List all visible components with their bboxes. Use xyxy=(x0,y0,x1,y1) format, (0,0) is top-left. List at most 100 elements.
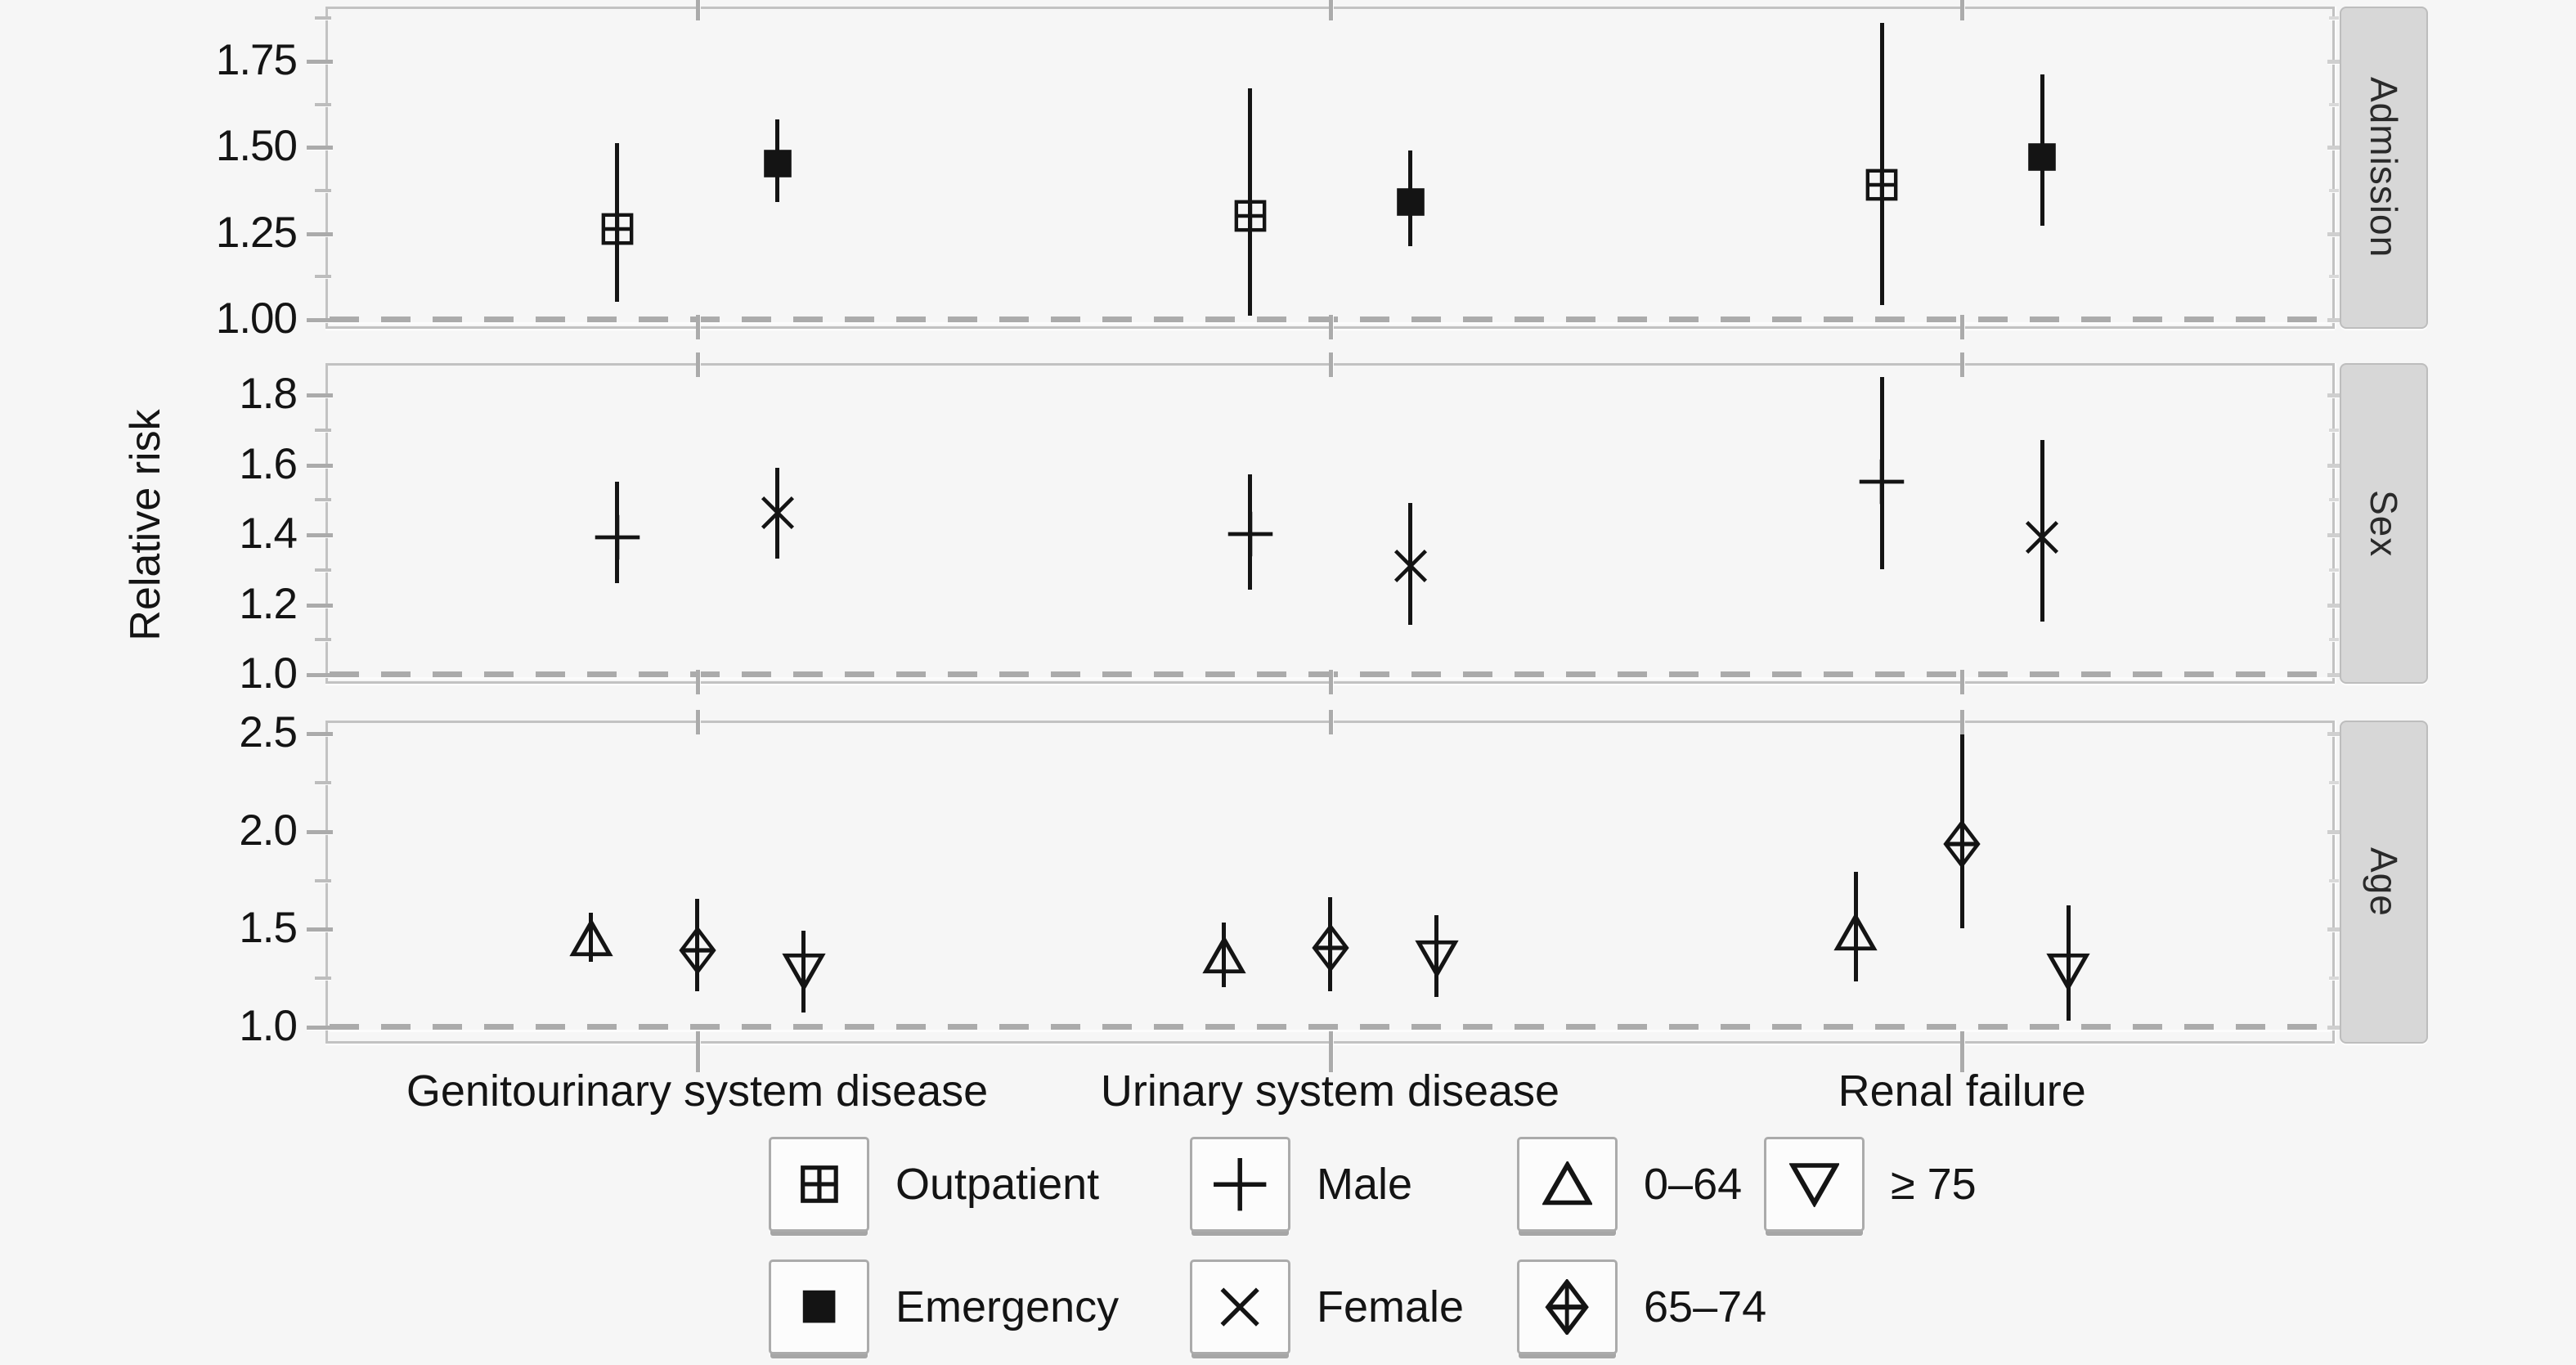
point-marker-cross xyxy=(759,494,797,532)
point-marker-square-plus xyxy=(1864,167,1900,203)
point-marker-cross xyxy=(2023,519,2061,556)
ci-whisker xyxy=(1853,871,1858,981)
point-marker-triangle-down xyxy=(2046,952,2090,992)
cross-icon xyxy=(1393,549,1427,582)
y-axis-minor-tick xyxy=(2329,16,2339,20)
y-axis-minor-tick xyxy=(2329,275,2339,279)
x-category-label: Renal failure xyxy=(1838,1066,2086,1116)
point-marker-square-filled xyxy=(1394,186,1427,218)
x-category-label: Genitourinary system disease xyxy=(406,1066,989,1116)
y-axis-tick xyxy=(307,927,333,932)
ci-whisker xyxy=(589,913,594,962)
ci-whisker xyxy=(1434,914,1438,998)
panel-sex xyxy=(307,352,2342,694)
plus-icon xyxy=(1214,1157,1267,1211)
legend-label: Male xyxy=(1317,1160,1413,1209)
legend-key-plus xyxy=(1190,1137,1290,1232)
y-tick-label: 1.0 xyxy=(239,649,298,698)
x-axis-tick xyxy=(695,710,700,734)
x-category-label: Urinary system disease xyxy=(1100,1066,1560,1116)
ci-whisker xyxy=(801,930,806,1013)
diamond-plus-icon xyxy=(678,925,716,975)
point-marker-diamond-plus xyxy=(1311,923,1349,973)
y-axis-minor-tick xyxy=(2329,780,2339,784)
x-axis-tick xyxy=(1960,315,1965,339)
y-axis-minor-tick xyxy=(315,188,331,192)
point-marker-square-filled xyxy=(2026,141,2058,173)
x-axis-tick xyxy=(695,0,700,20)
y-axis-minor-tick xyxy=(315,275,331,279)
ci-whisker xyxy=(2040,439,2044,622)
y-tick-label: 1.2 xyxy=(239,579,298,628)
y-axis-tick xyxy=(2327,927,2342,932)
y-tick-label: 1.25 xyxy=(215,208,298,257)
y-axis-minor-tick xyxy=(2329,878,2339,882)
y-axis-minor-tick xyxy=(2329,977,2339,981)
legend-key-cross xyxy=(1190,1259,1290,1354)
y-axis-tick xyxy=(2327,829,2342,834)
y-axis-tick xyxy=(2327,732,2342,737)
facet-strip-sex: Sex xyxy=(2340,363,2428,684)
legend-label: Female xyxy=(1317,1282,1465,1331)
y-axis-tick xyxy=(307,317,333,322)
point-marker-triangle-down xyxy=(781,952,826,992)
y-axis-tick xyxy=(2327,231,2342,236)
point-marker-cross xyxy=(1392,547,1429,585)
y-axis-minor-tick xyxy=(315,878,331,882)
point-marker-square-filled xyxy=(761,147,794,180)
legend-label: ≥ 75 xyxy=(1891,1160,1977,1209)
cross-icon xyxy=(761,496,794,530)
y-axis-minor-tick xyxy=(2329,638,2339,642)
point-marker-diamond-plus xyxy=(1943,819,1981,869)
x-axis-tick xyxy=(1960,670,1965,694)
y-axis-tick xyxy=(307,673,333,678)
y-axis-minor-tick xyxy=(315,638,331,642)
y-axis-title: Relative risk xyxy=(122,409,169,641)
facet-strip-admission: Admission xyxy=(2340,7,2428,329)
point-marker-square-plus xyxy=(599,211,635,247)
legend-key-square-filled xyxy=(769,1259,869,1354)
diamond-plus-icon xyxy=(1545,1278,1590,1336)
panel-admission xyxy=(307,0,2342,339)
point-marker-triangle-up xyxy=(568,918,613,958)
plus-icon xyxy=(595,515,640,560)
y-axis-tick xyxy=(2327,533,2342,538)
reference-line xyxy=(330,1023,2331,1030)
legend-label: 0–64 xyxy=(1644,1160,1743,1209)
diamond-plus-icon xyxy=(1943,819,1981,869)
x-axis-tick xyxy=(1328,670,1333,694)
y-axis-tick xyxy=(2327,1025,2342,1030)
cross-icon xyxy=(1220,1287,1260,1327)
square-filled-icon xyxy=(2028,143,2057,171)
y-axis-tick xyxy=(307,463,333,468)
diamond-plus-icon xyxy=(1311,923,1349,973)
facet-strip-label: Admission xyxy=(2363,77,2405,258)
y-axis-minor-tick xyxy=(315,568,331,572)
y-axis-tick xyxy=(307,231,333,236)
legend-label: 65–74 xyxy=(1644,1282,1767,1331)
y-axis-minor-tick xyxy=(2329,428,2339,432)
y-axis-tick xyxy=(307,603,333,608)
y-axis-tick xyxy=(307,60,333,65)
x-axis-tick xyxy=(695,352,700,377)
y-tick-label: 1.4 xyxy=(239,510,298,559)
x-axis-tick xyxy=(695,315,700,339)
y-axis-minor-tick xyxy=(315,428,331,432)
y-tick-label: 1.0 xyxy=(239,1001,298,1050)
triangle-up-icon xyxy=(568,918,613,956)
y-tick-label: 1.75 xyxy=(215,36,298,85)
y-tick-label: 1.8 xyxy=(239,370,298,419)
y-tick-label: 1.6 xyxy=(239,439,298,488)
y-axis-tick xyxy=(2327,393,2342,398)
x-axis-tick xyxy=(1328,315,1333,339)
legend-key-triangle-up xyxy=(1517,1137,1618,1232)
point-marker-triangle-up xyxy=(1833,912,1878,952)
square-plus-icon xyxy=(800,1165,838,1203)
panel-age xyxy=(307,710,2342,1072)
y-axis-tick xyxy=(307,1025,333,1030)
legend-label: Outpatient xyxy=(895,1160,1100,1209)
y-axis-tick xyxy=(307,393,333,398)
x-axis-tick xyxy=(1960,710,1965,734)
x-axis-tick xyxy=(695,1031,700,1072)
y-axis-tick xyxy=(307,829,333,834)
